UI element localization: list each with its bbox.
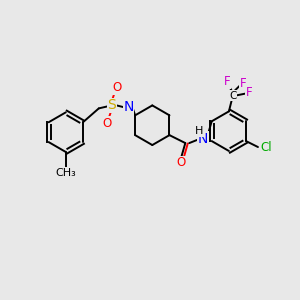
- Text: O: O: [112, 81, 121, 94]
- Text: N: N: [123, 100, 134, 114]
- Text: O: O: [102, 117, 111, 130]
- Text: N: N: [198, 132, 208, 146]
- Text: O: O: [177, 156, 186, 170]
- Text: C: C: [229, 91, 237, 100]
- Text: CH₃: CH₃: [56, 168, 76, 178]
- Text: F: F: [245, 86, 252, 99]
- Text: Cl: Cl: [260, 140, 272, 154]
- Text: F: F: [224, 75, 230, 88]
- Text: F: F: [239, 77, 246, 90]
- Text: S: S: [107, 98, 116, 112]
- Text: H: H: [195, 126, 203, 136]
- Text: N: N: [123, 100, 134, 114]
